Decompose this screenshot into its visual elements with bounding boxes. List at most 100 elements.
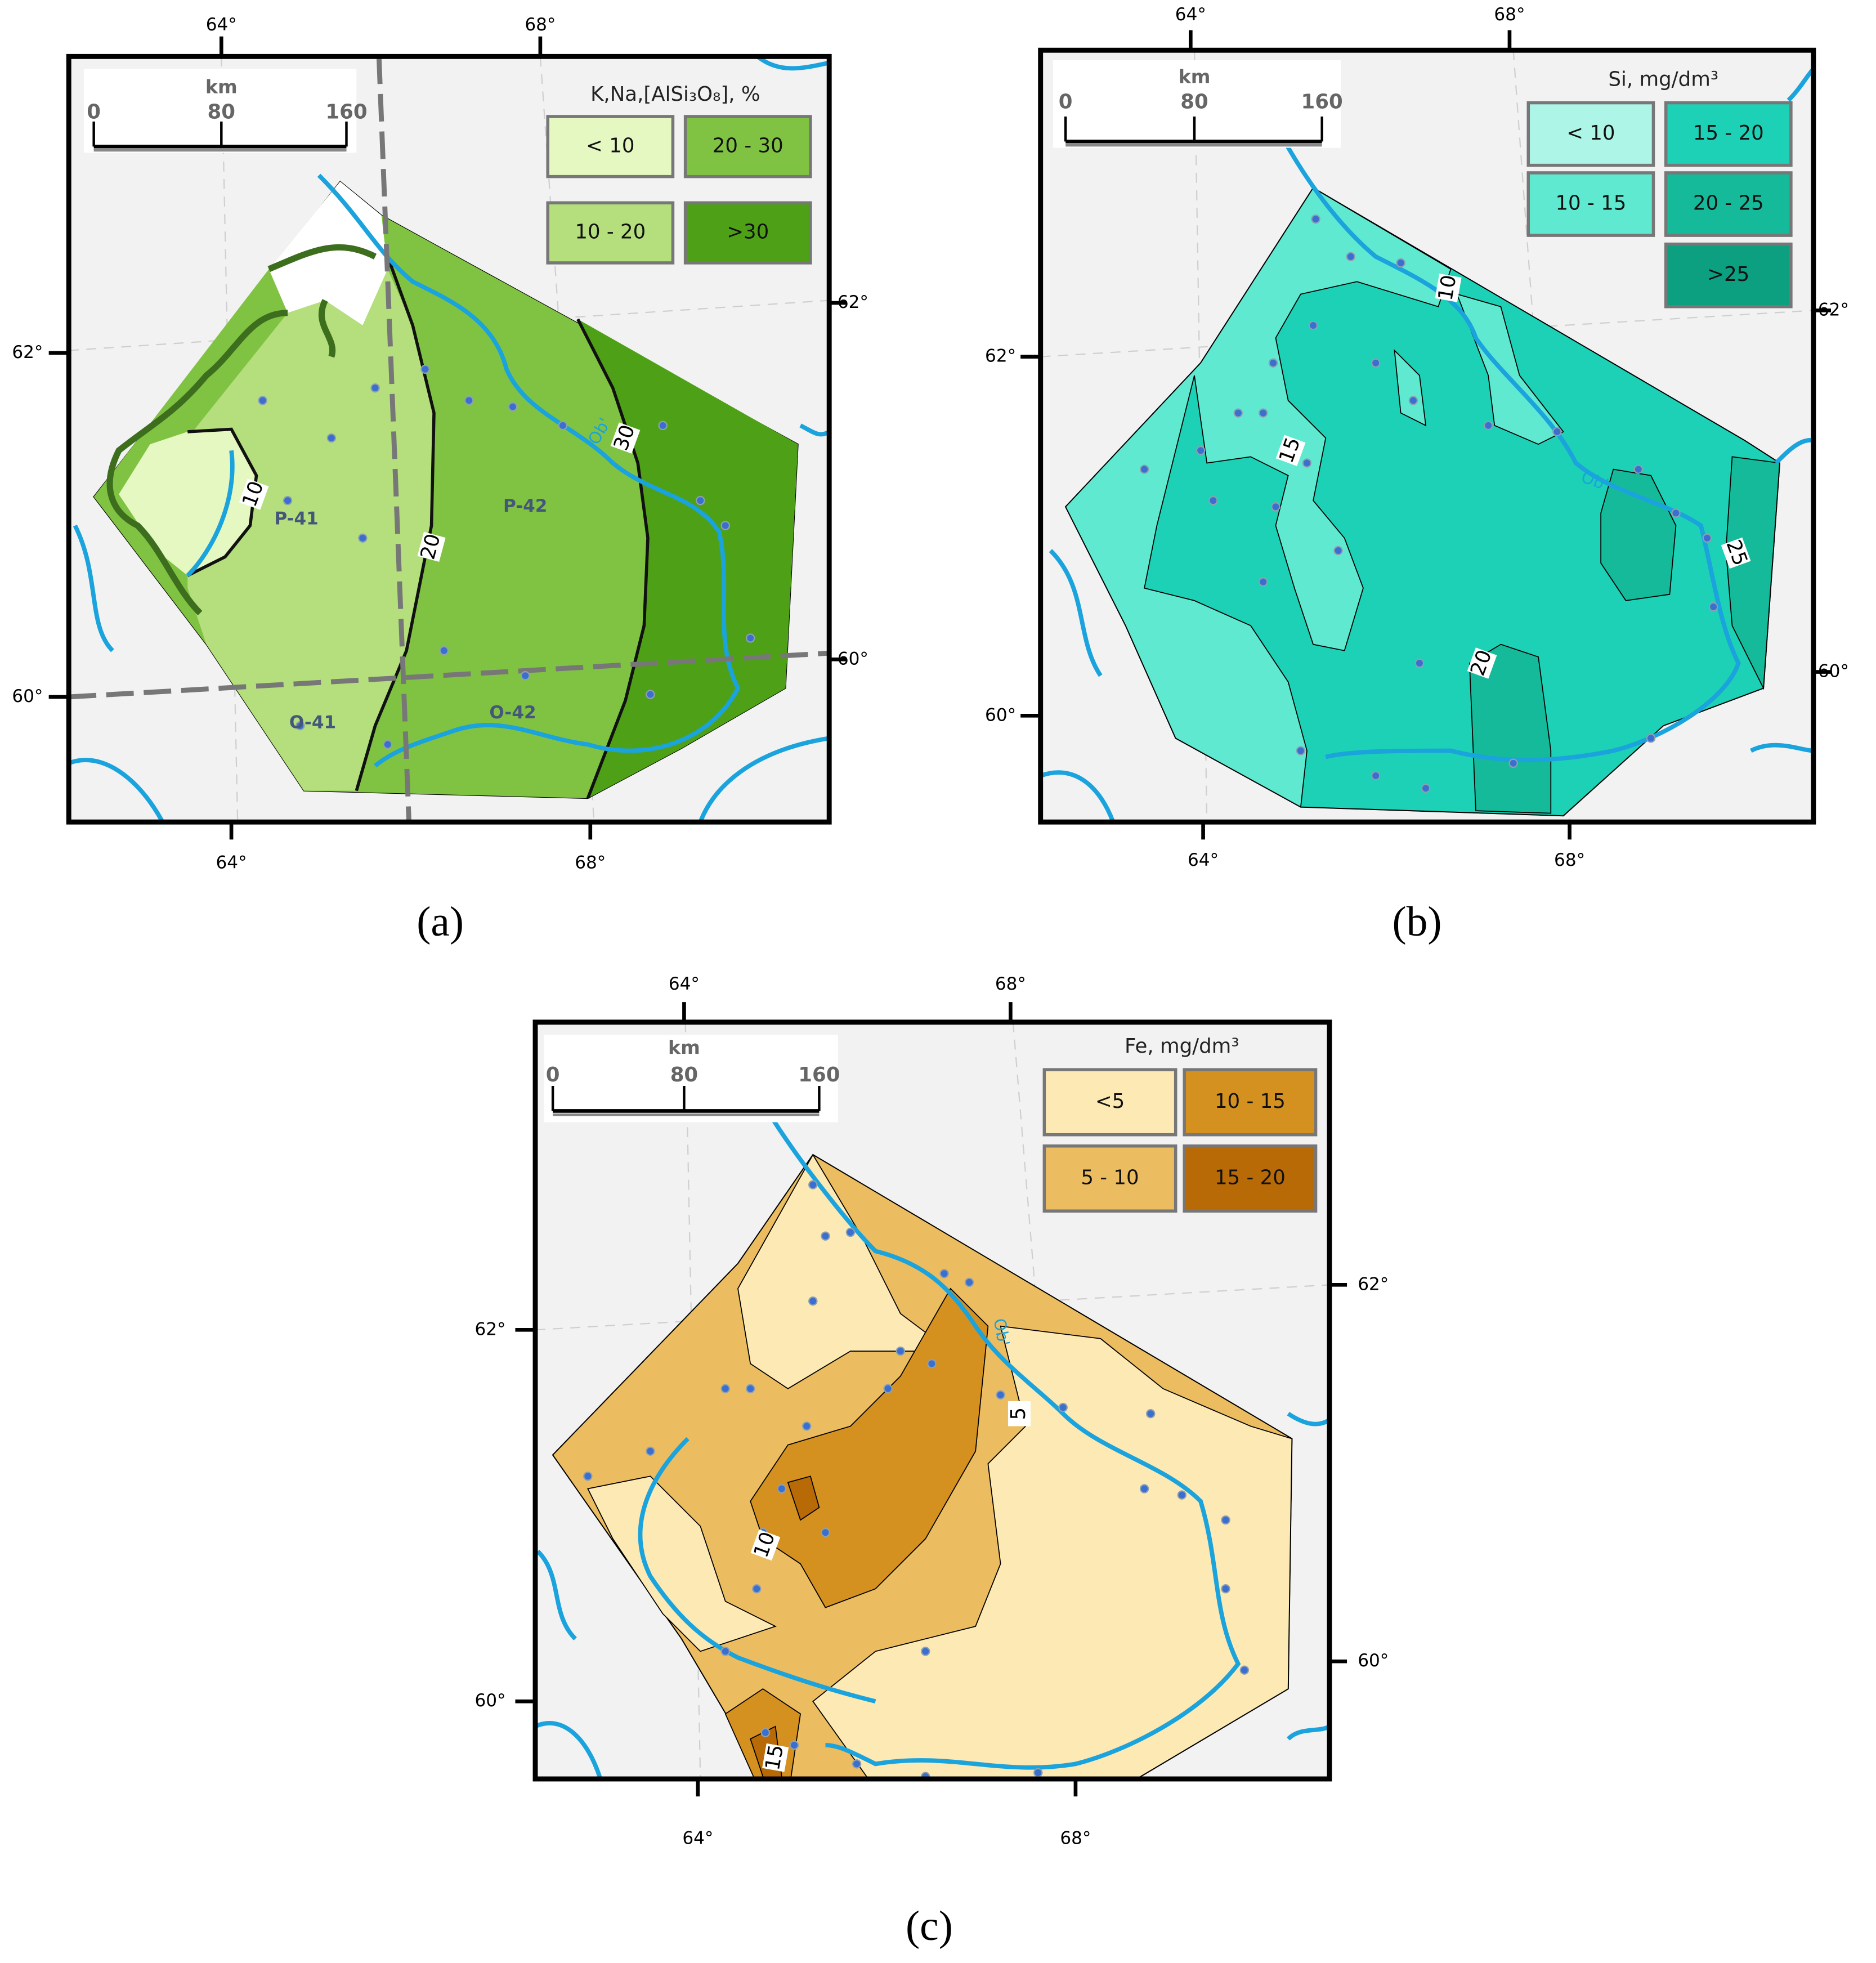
legend-swatch [1664, 171, 1793, 237]
scale-tick-label: 0 [87, 100, 101, 123]
legend-swatch [1526, 101, 1655, 167]
sampling-point [896, 1346, 906, 1356]
sampling-point [646, 1446, 655, 1456]
legend-label: < 10 [1566, 122, 1615, 145]
sheet-label: P-42 [503, 496, 547, 516]
legend-swatch [683, 201, 812, 265]
legend-swatch [1183, 1068, 1318, 1137]
sampling-point [964, 1277, 974, 1287]
sampling-point [745, 633, 755, 643]
sampling-point [658, 421, 668, 431]
sampling-point [696, 495, 705, 506]
scale-bar-box [1053, 60, 1341, 148]
legend-label: 10 - 15 [1215, 1090, 1286, 1113]
contour-label-halo [762, 1743, 789, 1772]
legend-swatch [1042, 1144, 1177, 1213]
sampling-point [258, 396, 267, 405]
sampling-point [1333, 545, 1343, 556]
legend-title: Si, mg/dm³ [1608, 68, 1718, 91]
concentration-zone [187, 269, 435, 791]
sampling-point [370, 383, 380, 393]
sampling-point [1196, 446, 1206, 455]
graticule-line [221, 56, 239, 822]
sampling-point [921, 1647, 930, 1656]
scale-tick-label: 80 [670, 1063, 698, 1086]
sampling-point [720, 1647, 730, 1656]
scale-tick-label: 160 [798, 1063, 840, 1086]
coordinate-label: 60° [474, 1691, 505, 1711]
sampling-point [521, 670, 530, 681]
scale-tick-label: 0 [546, 1063, 560, 1086]
sampling-point [558, 421, 568, 431]
sampling-point [1371, 771, 1381, 781]
sampling-point [821, 1231, 830, 1241]
sampling-point [1258, 408, 1268, 418]
concentration-zone [1468, 643, 1552, 814]
sampling-point [883, 1384, 893, 1393]
legend-label: 5 - 10 [1081, 1166, 1139, 1189]
contour-label-halo [750, 1529, 781, 1561]
sampling-point [1408, 396, 1418, 405]
sheet-label: O-41 [289, 713, 336, 733]
contour-label-halo [1275, 435, 1306, 466]
sampling-point [1221, 1584, 1230, 1594]
coordinate-label: 62° [474, 1319, 505, 1339]
sampling-point [1139, 464, 1149, 474]
concentration-zone [750, 1287, 989, 1608]
river [69, 56, 830, 822]
legend-swatch [683, 115, 812, 178]
panel-caption: (b) [1392, 898, 1441, 945]
sampling-point [508, 402, 518, 412]
coordinate-label: 68° [575, 853, 606, 873]
sampling-point [383, 740, 393, 749]
sampling-point [326, 433, 337, 443]
legend-swatch [1664, 101, 1793, 167]
sampling-point [1552, 427, 1562, 437]
sampling-point [1239, 1665, 1250, 1675]
concentration-zone [119, 429, 257, 576]
contour-line [355, 256, 436, 792]
sheet-label: P-41 [274, 508, 318, 529]
concentration-zone [1394, 349, 1427, 427]
sampling-point [927, 1359, 937, 1369]
scale-bar-box [544, 1034, 838, 1123]
coordinate-label: 60° [985, 705, 1016, 725]
concentration-zone [587, 1475, 777, 1652]
legend-label: 20 - 25 [1693, 192, 1764, 215]
contour-label: 10 [1434, 273, 1461, 302]
sampling-point [295, 721, 305, 731]
sampling-point [1708, 602, 1718, 612]
contour-label-halo [239, 479, 269, 510]
river-label: Ob' [990, 1317, 1014, 1347]
coordinate-label: 64° [1188, 850, 1219, 870]
legend-label: < 10 [586, 134, 634, 157]
sampling-point [1346, 252, 1355, 262]
coordinate-label: 68° [1494, 5, 1525, 25]
sampling-point [1271, 502, 1280, 512]
sampling-point [1177, 1490, 1187, 1500]
contour-label-halo [1467, 647, 1497, 679]
legend-label: 10 - 20 [575, 221, 646, 244]
sampling-point [1058, 1402, 1068, 1412]
sampling-point [821, 1528, 830, 1537]
legend-label: >30 [727, 221, 769, 244]
sampling-point [358, 533, 368, 543]
map-frame [1038, 47, 1816, 825]
sampling-point [439, 646, 449, 656]
coordinate-label: 64° [206, 15, 237, 35]
sampling-point [752, 1584, 762, 1594]
coordinate-label: 64° [669, 974, 700, 994]
sampling-point [720, 1384, 730, 1393]
legend-label: >25 [1707, 263, 1749, 286]
sampling-point [808, 1296, 818, 1306]
sampling-point [1671, 508, 1681, 518]
map-panel: km 0 80 160 Si, mg/dm³ < 10 15 - 20 10 - 15 20 -… [985, 5, 1849, 945]
river [767, 1112, 1241, 1770]
contour-label-halo [610, 422, 641, 454]
river [1040, 67, 1814, 822]
concentration-zone [737, 1153, 952, 1389]
sampling-point [1146, 1408, 1156, 1419]
map-frame [66, 53, 832, 825]
sampling-point [1421, 783, 1431, 793]
